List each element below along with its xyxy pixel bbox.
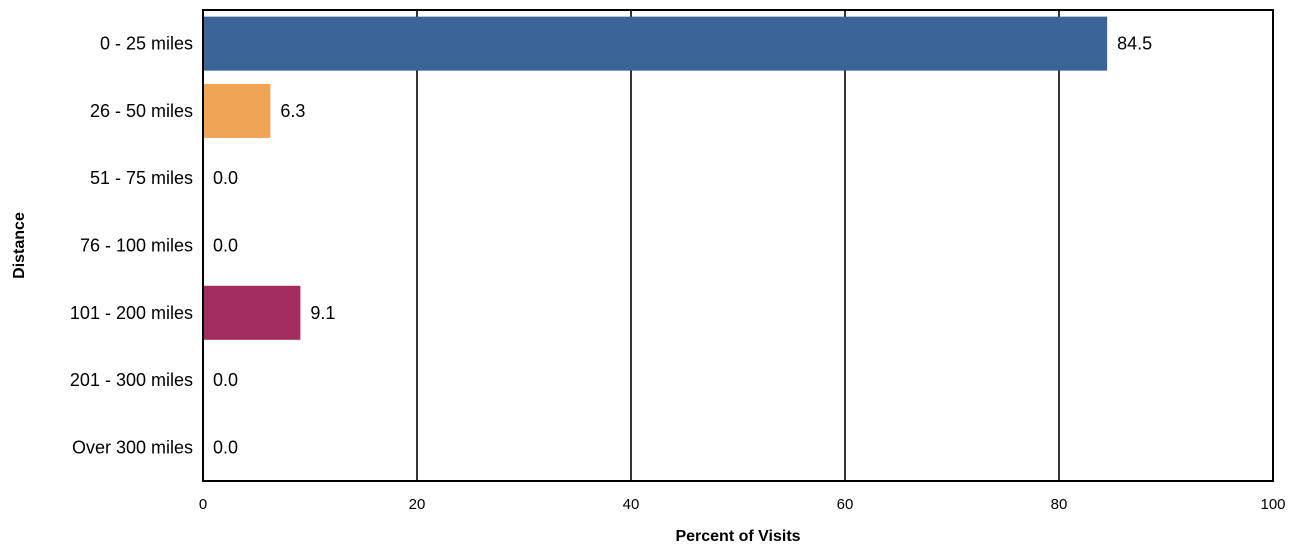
x-tick-label: 60: [837, 496, 854, 513]
x-tick-label: 80: [1051, 496, 1068, 513]
value-label: 0.0: [213, 236, 238, 256]
grid-lines: [416, 10, 1060, 481]
x-tick-label: 20: [409, 496, 426, 513]
category-label: 201 - 300 miles: [70, 370, 193, 390]
value-label: 0.0: [213, 370, 238, 390]
bar: [203, 285, 301, 340]
y-axis-title: Distance: [11, 212, 28, 279]
x-axis-title: Percent of Visits: [675, 528, 800, 545]
bar: [203, 16, 1108, 71]
category-label: 0 - 25 miles: [100, 34, 193, 54]
value-label: 84.5: [1117, 34, 1152, 54]
value-label: 0.0: [213, 168, 238, 188]
bar: [203, 83, 271, 138]
x-tick-label: 100: [1260, 496, 1285, 513]
category-label: Over 300 miles: [72, 437, 193, 457]
x-tick-label: 0: [199, 496, 207, 513]
labels: 0 20 40 60 80 100 0 - 25 miles 84.5 26 - 50 mile…: [70, 34, 1286, 513]
value-label: 9.1: [310, 303, 335, 323]
category-label: 26 - 50 miles: [90, 101, 193, 121]
x-tick-label: 40: [623, 496, 640, 513]
category-label: 51 - 75 miles: [90, 168, 193, 188]
bars: [203, 16, 1108, 340]
plot-area-frame: [202, 9, 1274, 482]
category-label: 76 - 100 miles: [80, 236, 193, 256]
value-label: 6.3: [280, 101, 305, 121]
value-label: 0.0: [213, 437, 238, 457]
category-label: 101 - 200 miles: [70, 303, 193, 323]
